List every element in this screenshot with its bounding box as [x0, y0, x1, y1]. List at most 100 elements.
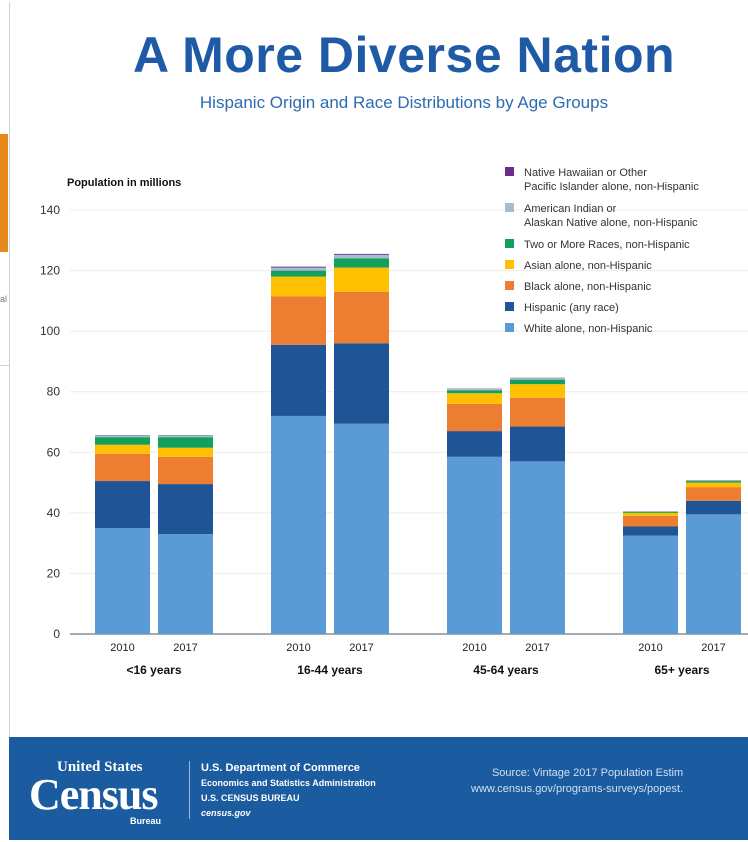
bar-segment: [686, 514, 741, 634]
department-block: U.S. Department of Commerce Economics an…: [201, 761, 376, 821]
legend-label: American Indian or: [524, 203, 617, 215]
bar-segment: [686, 481, 741, 483]
bar-segment: [510, 397, 565, 427]
x-tick-label: 2017: [701, 642, 725, 654]
bar-segment: [95, 528, 150, 634]
x-group-label: <16 years: [126, 663, 181, 677]
y-tick-label: 80: [47, 385, 61, 399]
legend-swatch: [505, 260, 514, 269]
page-subtitle: Hispanic Origin and Race Distributions b…: [199, 93, 609, 112]
bar-segment: [158, 437, 213, 448]
legend-label: Black alone, non-Hispanic: [524, 281, 652, 293]
bar-segment: [158, 456, 213, 485]
bar-segment: [447, 390, 502, 394]
bar-segment: [623, 511, 678, 513]
bar-segment: [271, 276, 326, 297]
bar-segment: [623, 515, 678, 527]
bar-segment: [447, 403, 502, 432]
bar-segment: [334, 253, 389, 255]
bar-segment: [334, 267, 389, 292]
bar-segment: [510, 426, 565, 462]
bar-segment: [686, 500, 741, 515]
bar-segment: [447, 388, 502, 391]
legend-swatch: [505, 167, 514, 176]
legend-swatch: [505, 203, 514, 212]
bar-segment: [686, 482, 741, 488]
bar-segment: [510, 461, 565, 634]
legend-label: Asian alone, non-Hispanic: [524, 260, 652, 272]
left-edge-orange-block: [0, 134, 8, 252]
department-name: U.S. Department of Commerce: [201, 762, 360, 774]
bar-segment: [447, 431, 502, 457]
bar-segment: [95, 453, 150, 482]
x-tick-label: 2010: [638, 642, 662, 654]
x-tick-label: 2010: [286, 642, 310, 654]
x-group-label: 16-44 years: [297, 663, 363, 677]
bar-segment: [334, 291, 389, 344]
bar-segment: [271, 267, 326, 271]
bar-segment: [510, 378, 565, 380]
legend-swatch: [505, 302, 514, 311]
y-tick-label: 140: [40, 203, 60, 217]
y-tick-label: 120: [40, 264, 60, 278]
bar-segment: [510, 379, 565, 385]
census-logo-top-text: United States: [57, 759, 143, 775]
source-url-link[interactable]: www.census.gov/programs-surveys/popest.: [471, 783, 684, 795]
legend-swatch: [505, 323, 514, 332]
y-tick-label: 100: [40, 324, 60, 338]
bar-segment: [158, 435, 213, 438]
bar-segment: [271, 415, 326, 634]
bar-segment: [510, 384, 565, 398]
census-website-link[interactable]: census.gov: [201, 808, 251, 818]
census-logo: Census: [29, 770, 158, 819]
left-edge-divider: [0, 365, 9, 366]
bar-segment: [623, 526, 678, 536]
bar-segment: [95, 437, 150, 445]
administration-name: Economics and Statistics Administration: [201, 778, 376, 788]
legend-label: Alaskan Native alone, non-Hispanic: [524, 217, 698, 229]
legend-label: Native Hawaiian or Other: [524, 167, 647, 179]
y-tick-label: 0: [53, 627, 60, 641]
x-tick-label: 2010: [110, 642, 134, 654]
legend-label: Pacific Islander alone, non-Hispanic: [524, 181, 699, 193]
bar-segment: [623, 512, 678, 516]
infographic-frame: [9, 2, 748, 840]
x-group-label: 65+ years: [654, 663, 709, 677]
legend-label: Hispanic (any race): [524, 302, 619, 314]
bar-segment: [334, 254, 389, 259]
bar-segment: [623, 511, 678, 512]
footer-band: United States Census Bureau U.S. Departm…: [9, 737, 748, 840]
bar-segment: [334, 343, 389, 424]
bar-segment: [158, 484, 213, 535]
bar-segment: [623, 535, 678, 634]
left-edge-strip: [0, 0, 10, 842]
legend-label: White alone, non-Hispanic: [524, 323, 653, 335]
bar-segment: [95, 481, 150, 528]
bureau-name: U.S. CENSUS BUREAU: [201, 793, 300, 803]
x-tick-label: 2017: [173, 642, 197, 654]
legend-label: Two or More Races, non-Hispanic: [524, 239, 690, 251]
source-line: Source: Vintage 2017 Population Estim: [491, 767, 684, 779]
bar-segment: [686, 480, 741, 482]
bar-segment: [334, 423, 389, 634]
bar-segment: [686, 487, 741, 501]
left-edge-cropped-text: al: [0, 294, 8, 304]
y-tick-label: 20: [47, 566, 61, 580]
y-tick-label: 60: [47, 445, 61, 459]
y-axis-label: Population in millions: [67, 177, 181, 189]
stacked-bar-chart: 0 20 40 60 80 100 120 140 Population in millions…: [40, 167, 748, 677]
bar-segment: [271, 270, 326, 277]
census-logo-bureau-text: Bureau: [130, 816, 162, 826]
bar-segment: [271, 344, 326, 416]
bar-segment: [95, 435, 150, 438]
x-tick-label: 2017: [525, 642, 549, 654]
bar-segment: [95, 444, 150, 454]
bar-segment: [158, 534, 213, 634]
bar-segment: [447, 393, 502, 404]
page-title: A More Diverse Nation: [132, 27, 676, 83]
bar-segment: [334, 258, 389, 268]
x-group-label: 45-64 years: [473, 663, 539, 677]
footer-divider: [189, 761, 190, 819]
legend-swatch: [505, 239, 514, 248]
source-note: Source: Vintage 2017 Population Estim ww…: [471, 765, 683, 797]
